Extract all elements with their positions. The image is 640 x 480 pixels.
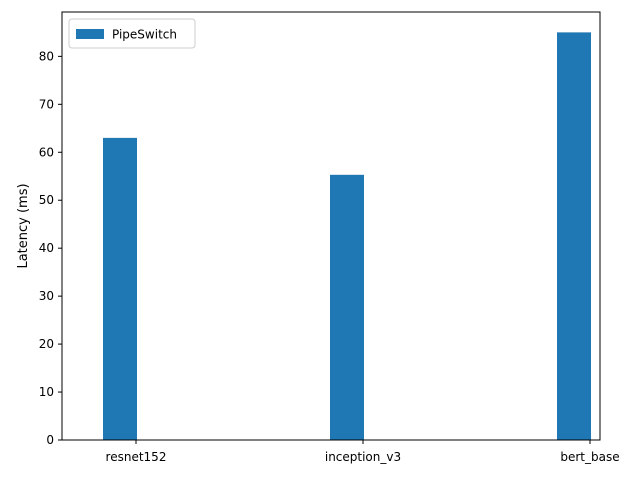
- y-axis-label: Latency (ms): [16, 183, 31, 268]
- bar-resnet152: [103, 137, 137, 440]
- bar-inception_v3: [330, 174, 364, 440]
- y-tick-label: 20: [39, 337, 54, 351]
- y-tick-label: 50: [39, 193, 54, 207]
- y-axis: 0 10 20 30 40 50 60 70 80: [39, 49, 62, 447]
- legend: PipeSwitch: [68, 18, 196, 49]
- x-tick-label: inception_v3: [325, 450, 401, 464]
- y-tick-label: 70: [39, 97, 54, 111]
- x-tick-label: resnet152: [106, 450, 167, 464]
- legend-frame: [68, 18, 196, 49]
- y-tick-label: 10: [39, 385, 54, 399]
- y-tick-label: 0: [46, 433, 54, 447]
- x-tick-label: bert_base: [560, 450, 619, 464]
- plot-frame: [61, 11, 601, 441]
- legend-swatch: [76, 29, 104, 39]
- y-tick-label: 80: [39, 49, 54, 63]
- bars-layer: [103, 32, 591, 440]
- y-tick-label: 30: [39, 289, 54, 303]
- bar-bert_base: [557, 32, 591, 440]
- x-axis: resnet152 inception_v3 bert_base: [106, 440, 620, 464]
- y-tick-label: 60: [39, 145, 54, 159]
- y-tick-label: 40: [39, 241, 54, 255]
- legend-label: PipeSwitch: [112, 28, 177, 42]
